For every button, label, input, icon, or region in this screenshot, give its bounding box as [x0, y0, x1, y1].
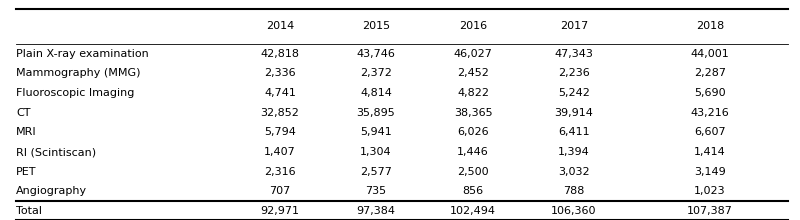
- Text: 2,336: 2,336: [264, 68, 296, 79]
- Text: 5,794: 5,794: [264, 127, 296, 138]
- Text: 1,446: 1,446: [458, 147, 489, 157]
- Text: 43,746: 43,746: [357, 49, 395, 59]
- Text: 1,407: 1,407: [264, 147, 296, 157]
- Text: 5,941: 5,941: [360, 127, 392, 138]
- Text: CT: CT: [16, 108, 30, 118]
- Text: 735: 735: [366, 187, 386, 196]
- Text: 38,365: 38,365: [454, 108, 493, 118]
- Text: 5,242: 5,242: [558, 88, 590, 98]
- Text: 97,384: 97,384: [357, 206, 395, 216]
- Text: PET: PET: [16, 167, 37, 177]
- Text: 5,690: 5,690: [694, 88, 726, 98]
- Text: 6,607: 6,607: [694, 127, 726, 138]
- Text: 856: 856: [462, 187, 484, 196]
- Text: 44,001: 44,001: [690, 49, 730, 59]
- Text: 39,914: 39,914: [554, 108, 594, 118]
- Text: 6,411: 6,411: [558, 127, 590, 138]
- Text: 2,287: 2,287: [694, 68, 726, 79]
- Text: 4,741: 4,741: [264, 88, 296, 98]
- Text: 2,372: 2,372: [360, 68, 392, 79]
- Text: 47,343: 47,343: [554, 49, 594, 59]
- Text: 3,149: 3,149: [694, 167, 726, 177]
- Text: 788: 788: [563, 187, 585, 196]
- Text: 2,577: 2,577: [360, 167, 392, 177]
- Text: 2018: 2018: [696, 21, 724, 31]
- Text: 32,852: 32,852: [261, 108, 299, 118]
- Text: 3,032: 3,032: [558, 167, 590, 177]
- Text: 2014: 2014: [266, 21, 294, 31]
- Text: Total: Total: [16, 206, 42, 216]
- Text: 102,494: 102,494: [450, 206, 496, 216]
- Text: Angiography: Angiography: [16, 187, 87, 196]
- Text: 707: 707: [270, 187, 290, 196]
- Text: 92,971: 92,971: [261, 206, 299, 216]
- Text: Plain X-ray examination: Plain X-ray examination: [16, 49, 149, 59]
- Text: 46,027: 46,027: [454, 49, 493, 59]
- Text: 2,500: 2,500: [458, 167, 489, 177]
- Text: 2,236: 2,236: [558, 68, 590, 79]
- Text: 4,822: 4,822: [458, 88, 490, 98]
- Text: Fluoroscopic Imaging: Fluoroscopic Imaging: [16, 88, 134, 98]
- Text: 6,026: 6,026: [458, 127, 489, 138]
- Text: RI (Scintiscan): RI (Scintiscan): [16, 147, 96, 157]
- Text: Mammography (MMG): Mammography (MMG): [16, 68, 141, 79]
- Text: 42,818: 42,818: [261, 49, 299, 59]
- Text: 2,316: 2,316: [264, 167, 296, 177]
- Text: 2016: 2016: [459, 21, 487, 31]
- Text: 35,895: 35,895: [357, 108, 395, 118]
- Text: 2017: 2017: [560, 21, 588, 31]
- Text: 4,814: 4,814: [360, 88, 392, 98]
- Text: MRI: MRI: [16, 127, 37, 138]
- Text: 2,452: 2,452: [458, 68, 489, 79]
- Text: 1,394: 1,394: [558, 147, 590, 157]
- Text: 1,414: 1,414: [694, 147, 726, 157]
- Text: 106,360: 106,360: [551, 206, 597, 216]
- Text: 2015: 2015: [362, 21, 390, 31]
- Text: 1,304: 1,304: [360, 147, 392, 157]
- Text: 1,023: 1,023: [694, 187, 726, 196]
- Text: 107,387: 107,387: [687, 206, 733, 216]
- Text: 43,216: 43,216: [690, 108, 730, 118]
